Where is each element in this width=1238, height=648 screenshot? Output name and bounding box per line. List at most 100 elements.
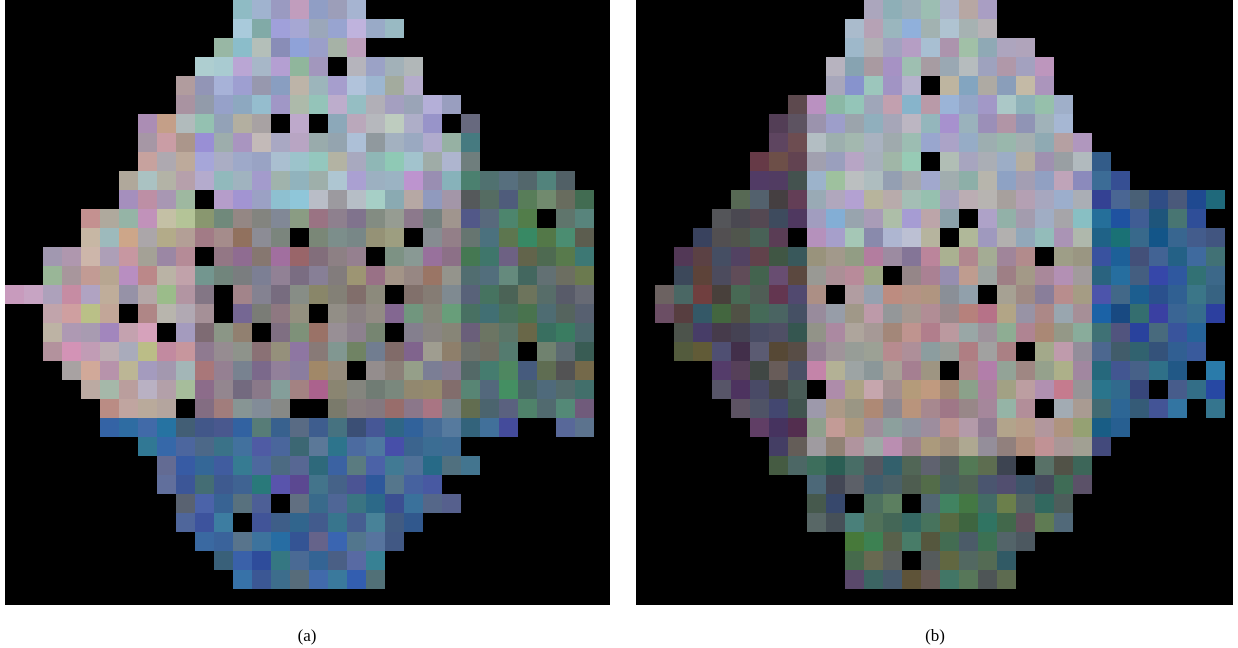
- image-tile: [575, 209, 594, 228]
- image-tile: [290, 0, 309, 19]
- image-tile: [864, 38, 883, 57]
- image-tile: [1092, 266, 1111, 285]
- image-tile: [959, 19, 978, 38]
- image-tile: [864, 418, 883, 437]
- image-tile: [195, 323, 214, 342]
- image-tile: [807, 399, 826, 418]
- image-tile: [347, 190, 366, 209]
- image-tile: [959, 513, 978, 532]
- image-tile: [1073, 437, 1092, 456]
- image-tile: [442, 95, 461, 114]
- image-tile: [271, 0, 290, 19]
- image-tile: [1073, 380, 1092, 399]
- image-tile: [366, 380, 385, 399]
- image-tile: [769, 304, 788, 323]
- image-tile: [347, 456, 366, 475]
- image-tile: [347, 551, 366, 570]
- image-tile: [575, 228, 594, 247]
- image-tile: [731, 323, 750, 342]
- image-tile: [309, 247, 328, 266]
- image-tile: [902, 380, 921, 399]
- image-tile: [959, 551, 978, 570]
- image-tile: [290, 551, 309, 570]
- image-tile: [693, 228, 712, 247]
- image-tile: [750, 171, 769, 190]
- image-tile: [1187, 228, 1206, 247]
- image-tile: [750, 247, 769, 266]
- image-tile: [1092, 399, 1111, 418]
- image-tile: [138, 323, 157, 342]
- image-tile: [940, 152, 959, 171]
- image-tile: [233, 475, 252, 494]
- image-tile: [214, 551, 233, 570]
- image-tile: [902, 228, 921, 247]
- image-tile: [959, 190, 978, 209]
- image-tile: [1073, 190, 1092, 209]
- image-tile: [233, 0, 252, 19]
- image-tile: [845, 76, 864, 95]
- image-tile: [214, 247, 233, 266]
- image-tile: [788, 209, 807, 228]
- image-tile: [309, 570, 328, 589]
- image-tile: [1187, 342, 1206, 361]
- image-tile: [1111, 418, 1130, 437]
- image-tile: [1187, 190, 1206, 209]
- image-tile: [1111, 228, 1130, 247]
- image-tile: [347, 399, 366, 418]
- image-tile: [1054, 475, 1073, 494]
- image-tile: [43, 285, 62, 304]
- image-tile: [1016, 475, 1035, 494]
- image-tile: [750, 323, 769, 342]
- image-tile: [423, 228, 442, 247]
- image-tile: [385, 532, 404, 551]
- image-tile: [195, 494, 214, 513]
- image-tile: [366, 114, 385, 133]
- image-tile: [864, 551, 883, 570]
- image-tile: [997, 57, 1016, 76]
- image-tile: [769, 266, 788, 285]
- image-tile: [883, 323, 902, 342]
- image-tile: [423, 323, 442, 342]
- image-tile: [788, 114, 807, 133]
- image-tile: [138, 342, 157, 361]
- image-tile: [385, 456, 404, 475]
- image-tile: [556, 285, 575, 304]
- image-tile: [328, 133, 347, 152]
- image-tile: [1187, 247, 1206, 266]
- image-tile: [1016, 361, 1035, 380]
- image-tile: [959, 152, 978, 171]
- image-tile: [176, 304, 195, 323]
- image-tile: [290, 380, 309, 399]
- image-tile: [788, 361, 807, 380]
- image-tile: [807, 247, 826, 266]
- image-tile: [674, 266, 693, 285]
- image-tile: [328, 19, 347, 38]
- image-tile: [1035, 152, 1054, 171]
- image-tile: [693, 304, 712, 323]
- image-tile: [978, 437, 997, 456]
- image-tile: [731, 380, 750, 399]
- image-tile: [1035, 475, 1054, 494]
- image-tile: [252, 551, 271, 570]
- image-tile: [556, 266, 575, 285]
- image-tile: [902, 418, 921, 437]
- image-tile: [385, 209, 404, 228]
- image-tile: [769, 285, 788, 304]
- image-tile: [119, 399, 138, 418]
- image-tile: [712, 323, 731, 342]
- image-tile: [788, 133, 807, 152]
- image-tile: [1035, 76, 1054, 95]
- image-tile: [290, 171, 309, 190]
- image-tile: [423, 342, 442, 361]
- image-tile: [1149, 285, 1168, 304]
- image-tile: [883, 190, 902, 209]
- image-tile: [404, 247, 423, 266]
- image-tile: [328, 304, 347, 323]
- image-tile: [1187, 285, 1206, 304]
- image-tile: [423, 456, 442, 475]
- image-tile: [290, 38, 309, 57]
- image-tile: [157, 399, 176, 418]
- image-tile: [157, 361, 176, 380]
- image-tile: [461, 456, 480, 475]
- image-tile: [826, 361, 845, 380]
